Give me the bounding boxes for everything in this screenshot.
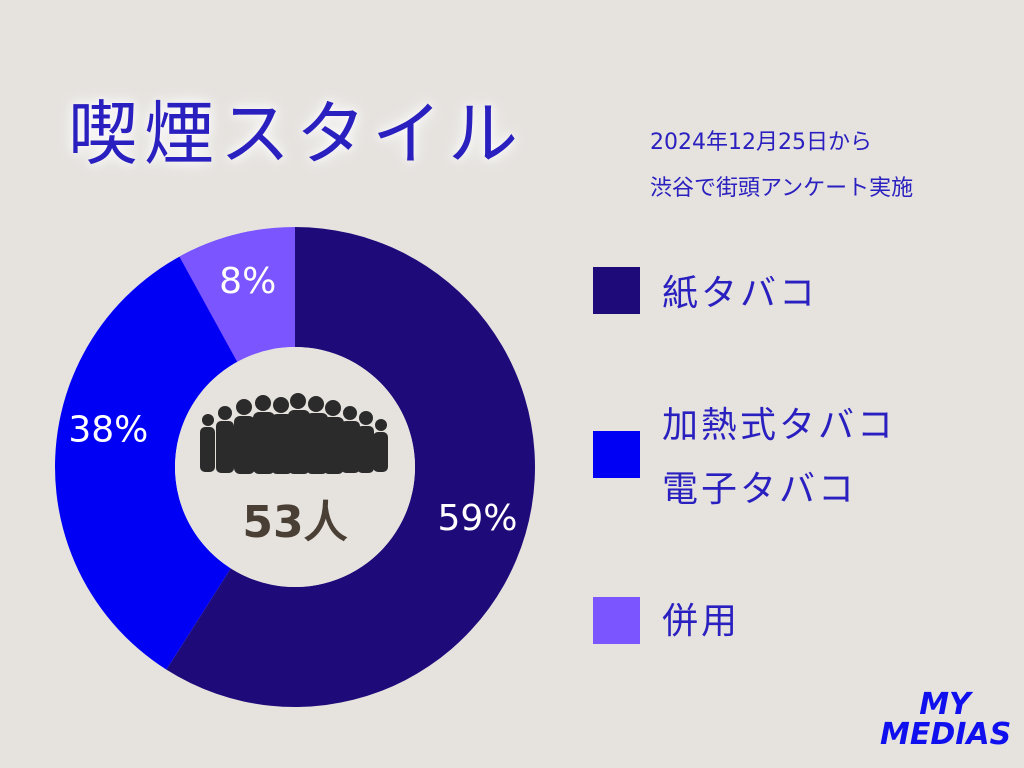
donut-slice — [179, 227, 295, 362]
legend-label: 併用 — [662, 601, 741, 642]
legend-swatch — [593, 597, 640, 644]
subtitle: 2024年12月25日から — [650, 130, 872, 155]
value-label: 8% — [219, 261, 276, 302]
legend-swatch — [593, 267, 640, 314]
chart-title: 喫煙スタイル — [68, 93, 524, 175]
legend-label: 紙タバコ — [662, 273, 819, 314]
donut-slice — [54, 231, 273, 670]
crowd-silhouette — [200, 393, 388, 474]
center-label: 53人 — [242, 497, 347, 548]
legend-swatch — [593, 431, 640, 478]
value-label: 38% — [68, 409, 148, 450]
donut-slice — [166, 227, 536, 707]
legend-label: 加熱式タバコ 電子タバコ — [662, 405, 897, 510]
subtitle: 渋谷で街頭アンケート実施 — [650, 176, 914, 201]
value-label: 59% — [437, 498, 517, 539]
logo: MY MEDIAS — [880, 687, 1012, 752]
